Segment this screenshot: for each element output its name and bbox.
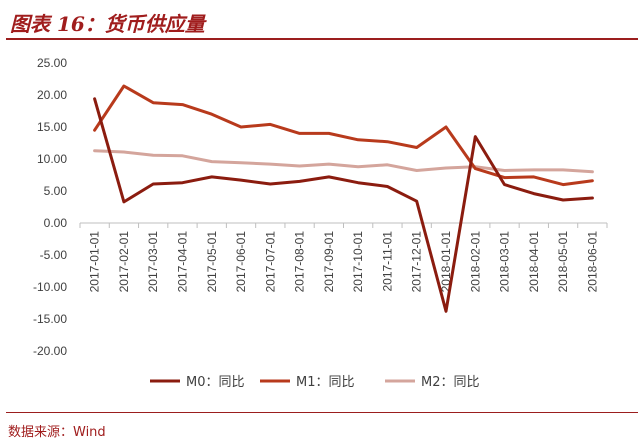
y-tick-label: 10.00 [37,152,67,166]
series-line-m0 [93,97,594,313]
x-tick-label: 2018-02-01 [468,231,482,293]
source-bar: 数据来源：Wind [6,412,638,440]
x-axis: 2017-01-01 2017-02-01 2017-03-01 2017-04-01… [79,222,608,293]
legend-label: M0：同比 [186,375,245,390]
x-tick-label: 2017-09-01 [322,231,336,293]
y-tick-label: -20.00 [33,344,67,358]
x-tick-label: 2017-08-01 [293,231,307,293]
x-tick-label: 2018-05-01 [556,231,570,293]
x-tick-label: 2017-02-01 [117,231,131,293]
chart-title: 图表 16：货币供应量 [10,12,205,36]
y-tick-label: 20.00 [37,88,67,102]
chart: 25.00 20.00 15.00 10.00 5.00 0.00 -5.00 -10.00 -… [33,56,608,390]
y-tick-label: 0.00 [44,216,68,230]
x-tick-label: 2017-01-01 [88,231,102,293]
series-line-m2 [93,149,594,174]
x-tick-label: 2017-12-01 [410,231,424,293]
source-note: 数据来源：Wind [8,425,106,440]
series-line-m1 [93,84,594,187]
y-axis: 25.00 20.00 15.00 10.00 5.00 0.00 -5.00 -10.00 -… [33,56,67,358]
legend-label: M1：同比 [296,375,355,390]
y-tick-label: -10.00 [33,280,67,294]
y-tick-label: 25.00 [37,56,67,70]
x-tick-label: 2018-04-01 [527,231,541,293]
y-tick-label: -15.00 [33,312,67,326]
y-tick-label: 15.00 [37,120,67,134]
x-tick-label: 2017-10-01 [351,231,365,293]
y-tick-label: -5.00 [40,248,68,262]
x-tick-label: 2018-03-01 [498,231,512,293]
y-tick-label: 5.00 [44,184,68,198]
x-tick-label: 2017-03-01 [146,231,160,293]
x-tick-label: 2018-06-01 [585,231,599,293]
x-tick-label: 2017-11-01 [380,231,394,292]
x-tick-label: 2017-07-01 [263,231,277,293]
x-tick-label: 2017-04-01 [175,231,189,293]
x-tick-label: 2018-01-01 [439,231,453,293]
legend: M0：同比 M1：同比 M2：同比 [150,375,480,390]
title-bar: 图表 16：货币供应量 [6,2,638,40]
x-tick-label: 2017-05-01 [205,231,219,293]
series-lines [93,84,594,313]
legend-label: M2：同比 [421,375,480,390]
x-tick-label: 2017-06-01 [234,231,248,293]
